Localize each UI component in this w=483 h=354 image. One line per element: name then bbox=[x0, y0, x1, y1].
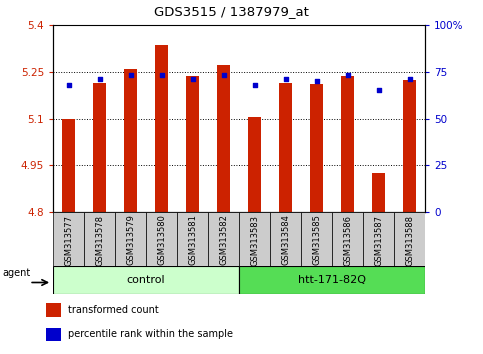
Point bbox=[313, 78, 320, 84]
Text: percentile rank within the sample: percentile rank within the sample bbox=[68, 329, 233, 339]
Bar bbox=[177, 212, 208, 266]
Bar bbox=[146, 212, 177, 266]
Point bbox=[189, 76, 197, 82]
Bar bbox=[394, 212, 425, 266]
Bar bbox=[115, 212, 146, 266]
Point bbox=[96, 76, 103, 82]
Text: GSM313585: GSM313585 bbox=[312, 215, 321, 266]
Bar bbox=[248, 117, 261, 212]
Point bbox=[220, 73, 227, 78]
Bar bbox=[363, 212, 394, 266]
Point bbox=[65, 82, 72, 88]
Point bbox=[127, 73, 134, 78]
Text: GSM313586: GSM313586 bbox=[343, 215, 352, 266]
Text: control: control bbox=[127, 275, 165, 285]
Bar bbox=[301, 212, 332, 266]
Point bbox=[282, 76, 289, 82]
Text: GSM313582: GSM313582 bbox=[219, 215, 228, 266]
Point bbox=[344, 73, 352, 78]
Text: GSM313577: GSM313577 bbox=[64, 215, 73, 266]
Bar bbox=[403, 80, 416, 212]
Text: GSM313578: GSM313578 bbox=[95, 215, 104, 266]
Point bbox=[158, 73, 166, 78]
Text: GSM313588: GSM313588 bbox=[405, 215, 414, 266]
Text: GSM313583: GSM313583 bbox=[250, 215, 259, 266]
Text: transformed count: transformed count bbox=[68, 305, 158, 315]
Point bbox=[251, 82, 258, 88]
Bar bbox=[341, 76, 354, 212]
Point bbox=[406, 76, 413, 82]
Bar bbox=[311, 84, 323, 212]
Text: GSM313587: GSM313587 bbox=[374, 215, 383, 266]
Text: htt-171-82Q: htt-171-82Q bbox=[298, 275, 366, 285]
Bar bbox=[53, 212, 84, 266]
Bar bbox=[372, 173, 385, 212]
Point bbox=[375, 87, 383, 93]
Bar bbox=[62, 119, 75, 212]
Text: agent: agent bbox=[3, 268, 31, 278]
Bar bbox=[46, 327, 61, 341]
Bar bbox=[93, 82, 106, 212]
Bar bbox=[239, 212, 270, 266]
Text: GSM313584: GSM313584 bbox=[281, 215, 290, 266]
Bar bbox=[217, 65, 230, 212]
Bar bbox=[270, 212, 301, 266]
Bar bbox=[156, 45, 168, 212]
Bar bbox=[186, 76, 199, 212]
Text: GDS3515 / 1387979_at: GDS3515 / 1387979_at bbox=[155, 5, 309, 18]
Text: GSM313579: GSM313579 bbox=[126, 215, 135, 266]
Text: GSM313581: GSM313581 bbox=[188, 215, 197, 266]
Text: GSM313580: GSM313580 bbox=[157, 215, 166, 266]
Bar bbox=[239, 266, 425, 294]
Bar bbox=[46, 303, 61, 317]
Bar bbox=[332, 212, 363, 266]
Bar bbox=[125, 69, 137, 212]
Bar bbox=[208, 212, 239, 266]
Bar bbox=[84, 212, 115, 266]
Bar bbox=[53, 266, 239, 294]
Bar bbox=[279, 82, 292, 212]
